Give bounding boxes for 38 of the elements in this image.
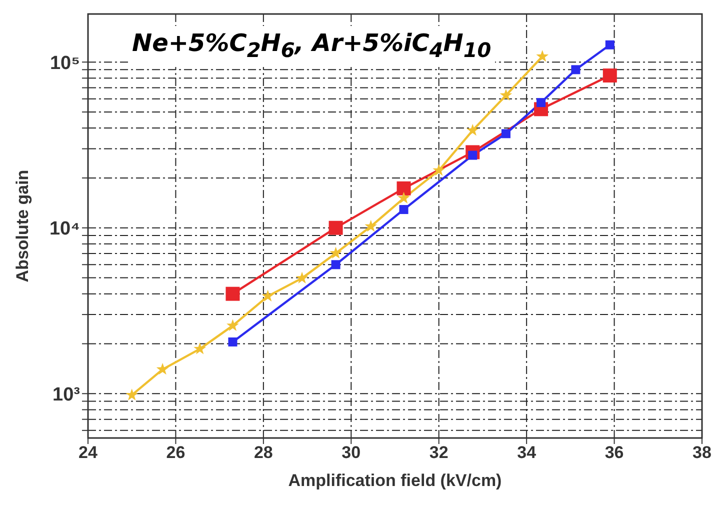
point xyxy=(399,205,408,214)
point xyxy=(262,290,274,302)
point xyxy=(328,220,343,235)
y-tick-label: 10³ xyxy=(52,384,80,406)
y-tick-label: 10⁵ xyxy=(50,52,80,74)
point xyxy=(398,192,410,204)
y-tick-label: 10⁴ xyxy=(49,218,80,240)
point xyxy=(364,220,378,232)
point xyxy=(500,88,512,101)
point xyxy=(432,164,446,176)
point xyxy=(228,337,238,346)
point xyxy=(466,124,479,136)
x-tick-label: 30 xyxy=(342,443,361,462)
point xyxy=(605,40,614,50)
point xyxy=(126,388,138,400)
point xyxy=(501,129,510,138)
x-tick-label: 38 xyxy=(692,443,712,462)
point xyxy=(296,272,308,284)
point xyxy=(396,181,411,196)
y-axis-title: Absolute gain xyxy=(13,170,32,282)
x-axis-title: Amplification field (kV/cm) xyxy=(288,471,502,490)
point xyxy=(536,98,546,108)
x-tick-label: 26 xyxy=(166,443,186,462)
point xyxy=(226,319,239,331)
text: Ne+5%C$_{2}$H$_{6}$, Ar+5%iC$_{4}$H$_{10}$ xyxy=(128,26,496,67)
point xyxy=(331,260,340,270)
x-tick-label: 24 xyxy=(78,443,98,462)
point xyxy=(194,342,206,354)
point xyxy=(330,246,342,258)
x-tick-label: 34 xyxy=(517,443,537,462)
point xyxy=(156,362,169,375)
point xyxy=(536,50,549,62)
x-tick-label: 28 xyxy=(254,443,273,462)
x-tick-label: 32 xyxy=(429,443,448,462)
point xyxy=(602,68,617,82)
point xyxy=(226,286,240,301)
x-tick-label: 36 xyxy=(604,443,624,462)
point xyxy=(571,65,580,74)
